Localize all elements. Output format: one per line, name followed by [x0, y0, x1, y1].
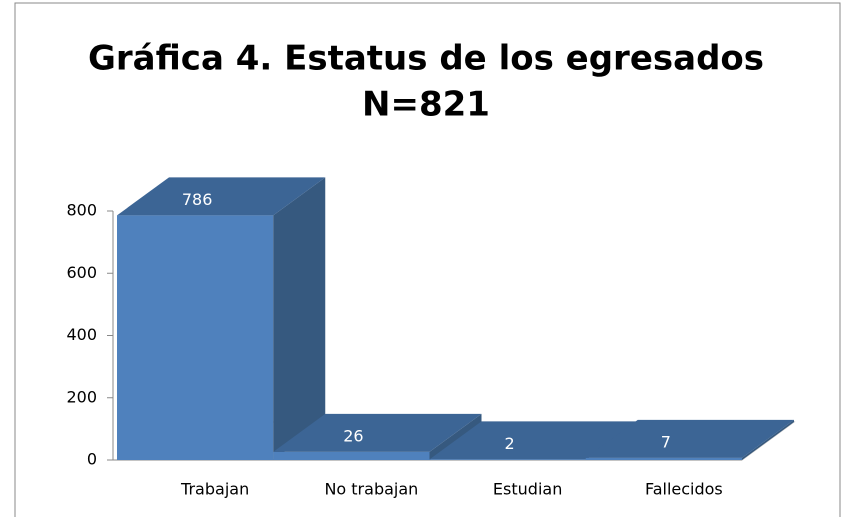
- bar-top: [585, 419, 794, 458]
- value-label: 2: [505, 434, 515, 453]
- x-tick-label: No trabajan: [324, 480, 418, 499]
- chart-subtitle: N=821: [362, 85, 490, 125]
- bar-side: [273, 177, 326, 461]
- value-label: 786: [182, 190, 213, 209]
- y-tick-label: 200: [66, 387, 97, 406]
- bar-top: [273, 413, 482, 452]
- bar-top: [429, 421, 638, 460]
- bar-top: [117, 177, 326, 216]
- x-tick-label: Estudian: [493, 480, 562, 499]
- bar-side: [742, 419, 794, 460]
- bar-front: [117, 215, 274, 460]
- y-tick-label: 800: [66, 201, 97, 220]
- chart-title: Gráfica 4. Estatus de los egresados: [88, 39, 764, 79]
- bar-front: [585, 457, 742, 460]
- bar-side: [429, 413, 482, 460]
- value-label: 26: [343, 426, 363, 445]
- y-tick-label: 600: [66, 263, 97, 282]
- bar-front: [429, 459, 586, 460]
- x-tick-label: Fallecidos: [645, 480, 723, 499]
- y-tick-label: 0: [87, 450, 97, 469]
- x-tick-label: Trabajan: [180, 480, 249, 499]
- value-label: 7: [661, 432, 671, 451]
- bar-front: [273, 451, 430, 460]
- y-tick-label: 400: [66, 325, 97, 344]
